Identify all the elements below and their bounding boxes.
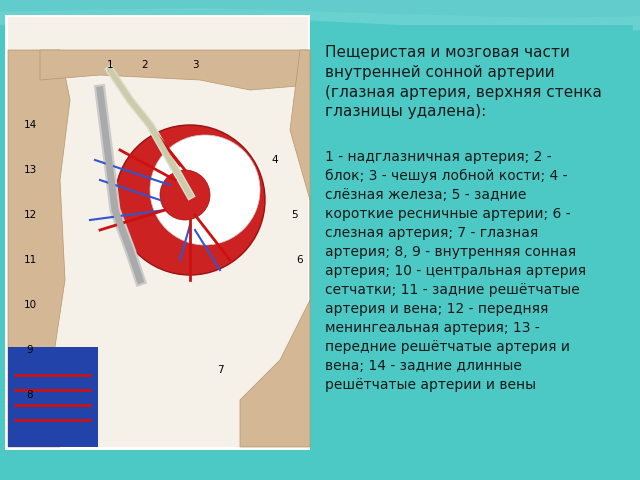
Text: 2: 2: [141, 60, 148, 70]
Polygon shape: [0, 0, 640, 32]
Text: 8: 8: [27, 390, 33, 400]
Circle shape: [115, 125, 265, 275]
Circle shape: [150, 135, 260, 245]
FancyBboxPatch shape: [8, 347, 98, 447]
Polygon shape: [0, 0, 640, 18]
Polygon shape: [240, 50, 310, 447]
Text: Пещеристая и мозговая части
внутренней сонной артерии
(глазная артерия, верхняя : Пещеристая и мозговая части внутренней с…: [325, 45, 602, 120]
FancyBboxPatch shape: [8, 17, 308, 447]
Text: 4: 4: [272, 155, 278, 165]
Text: 3: 3: [192, 60, 198, 70]
Text: 6: 6: [297, 255, 303, 265]
Polygon shape: [40, 50, 310, 90]
Text: 5: 5: [292, 210, 298, 220]
Text: 10: 10: [24, 300, 36, 310]
Text: 14: 14: [24, 120, 36, 130]
Text: 1: 1: [107, 60, 113, 70]
Text: 13: 13: [24, 165, 36, 175]
FancyBboxPatch shape: [5, 15, 310, 450]
Text: 12: 12: [24, 210, 36, 220]
Text: 7: 7: [217, 365, 223, 375]
FancyBboxPatch shape: [318, 25, 633, 425]
Circle shape: [160, 170, 210, 220]
Text: 1 - надглазничная артерия; 2 -
блок; 3 - чешуя лобной кости; 4 -
слёзная железа;: 1 - надглазничная артерия; 2 - блок; 3 -…: [325, 150, 586, 392]
Text: 11: 11: [24, 255, 36, 265]
Text: 9: 9: [27, 345, 33, 355]
Polygon shape: [8, 50, 70, 447]
